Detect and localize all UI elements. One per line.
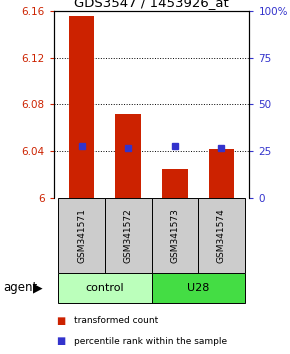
Text: control: control	[86, 282, 124, 293]
Bar	[69, 17, 95, 198]
Text: U28: U28	[187, 282, 209, 293]
Bar	[115, 114, 141, 198]
Text: GSM341574: GSM341574	[217, 208, 226, 263]
Title: GDS3547 / 1453926_at: GDS3547 / 1453926_at	[74, 0, 229, 10]
Text: ▶: ▶	[33, 281, 43, 294]
Bar	[58, 273, 151, 303]
Bar	[209, 149, 234, 198]
Text: GSM341573: GSM341573	[170, 208, 179, 263]
Text: GSM341571: GSM341571	[77, 208, 86, 263]
Text: GSM341572: GSM341572	[124, 208, 133, 263]
Text: ■: ■	[57, 316, 66, 326]
Text: ■: ■	[57, 336, 66, 346]
Text: agent: agent	[3, 281, 37, 294]
Bar	[151, 198, 198, 273]
Bar	[105, 198, 151, 273]
Text: transformed count: transformed count	[74, 316, 158, 325]
Bar	[198, 198, 245, 273]
Bar	[162, 169, 188, 198]
Bar	[151, 273, 245, 303]
Text: percentile rank within the sample: percentile rank within the sample	[74, 337, 227, 346]
Bar	[58, 198, 105, 273]
